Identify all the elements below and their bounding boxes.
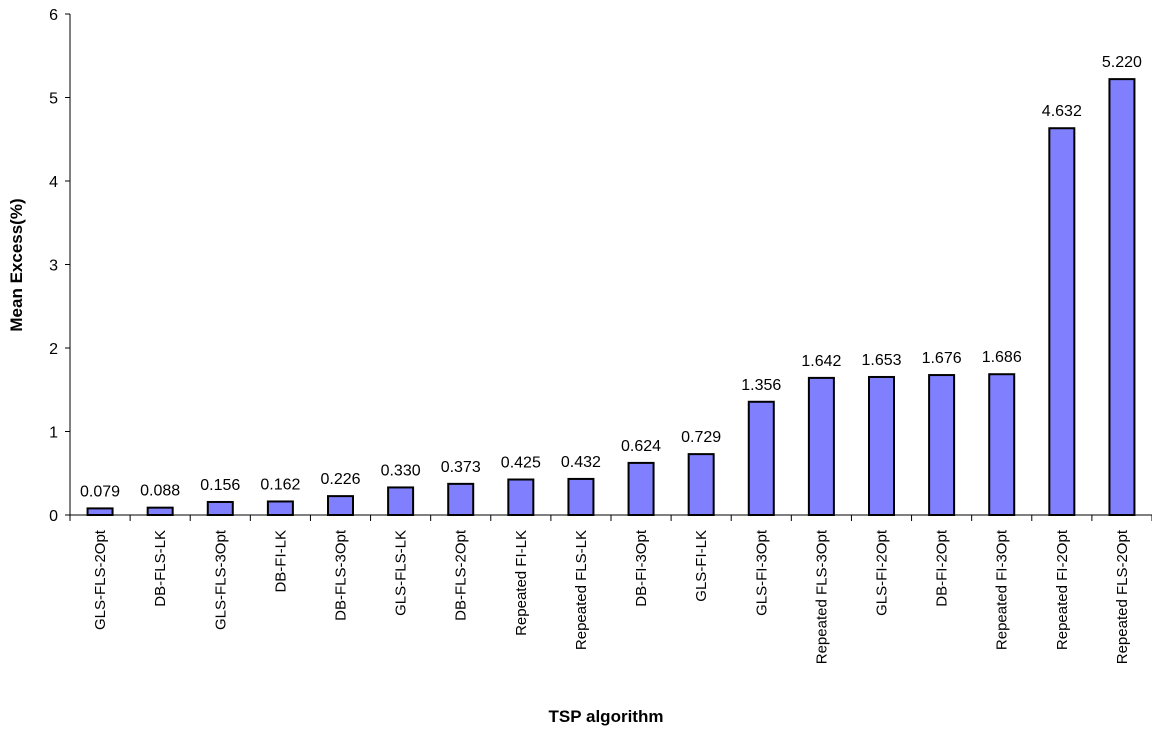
y-tick-label: 3 — [49, 258, 58, 275]
bar — [1048, 127, 1076, 516]
bar — [507, 478, 535, 517]
category-label: DB-FLS-2Opt — [453, 529, 470, 621]
bar — [327, 495, 354, 516]
bar — [687, 453, 715, 517]
data-label: 1.676 — [922, 350, 962, 367]
data-label: 0.079 — [80, 483, 120, 500]
data-label: 0.156 — [200, 477, 240, 494]
data-label: 0.088 — [140, 483, 180, 500]
data-label: 1.686 — [982, 349, 1022, 366]
y-tick-label: 6 — [49, 7, 58, 24]
data-label: 0.373 — [441, 459, 481, 476]
bar — [387, 486, 415, 517]
category-label: DB-FLS-3Opt — [333, 529, 350, 621]
y-tick-label: 4 — [49, 174, 58, 191]
x-axis-title: TSP algorithm — [549, 707, 664, 726]
data-label: 1.642 — [801, 353, 841, 370]
data-label: 0.226 — [320, 471, 360, 488]
category-label: GLS-FI-2Opt — [874, 529, 891, 616]
bar — [1108, 78, 1136, 516]
category-label: Repeated FLS-LK — [573, 530, 590, 650]
category-label: DB-FLS-LK — [152, 530, 169, 607]
bar — [146, 506, 174, 517]
data-label: 0.425 — [501, 455, 541, 472]
y-axis-title: Mean Excess(%) — [7, 198, 26, 331]
data-label: 4.632 — [1042, 103, 1082, 120]
bar — [447, 482, 475, 516]
data-label: 1.356 — [741, 377, 781, 394]
bar — [928, 374, 956, 516]
category-label: GLS-FI-3Opt — [753, 529, 770, 616]
bar — [86, 507, 114, 517]
y-tick-label: 5 — [49, 91, 58, 108]
category-label: Repeated FI-LK — [513, 530, 530, 636]
y-tick-label: 0 — [49, 508, 58, 525]
category-label: GLS-FLS-3Opt — [212, 529, 229, 630]
category-label: DB-FI-2Opt — [934, 529, 951, 607]
bar — [868, 375, 895, 516]
category-label: Repeated FI-3Opt — [994, 529, 1011, 650]
category-label: DB-FI-3Opt — [633, 529, 650, 607]
category-label: GLS-FI-LK — [693, 530, 710, 602]
data-label: 5.220 — [1102, 54, 1142, 71]
category-label: GLS-FLS-LK — [393, 530, 410, 616]
y-tick-label: 1 — [49, 425, 58, 442]
bar — [266, 500, 294, 516]
bar — [206, 500, 234, 516]
data-labels: 0.079 0.088 0.156 0.162 0.226 0.330 0.373 0.425… — [80, 54, 1142, 500]
bar — [747, 400, 775, 516]
bar — [567, 477, 595, 517]
bar — [627, 461, 655, 516]
data-label: 0.624 — [621, 438, 661, 455]
category-label: Repeated FI-2Opt — [1054, 529, 1071, 650]
data-label: 0.432 — [561, 454, 601, 471]
data-label: 0.330 — [381, 462, 421, 479]
category-labels: GLS-FLS-2Opt DB-FLS-LK GLS-FLS-3Opt DB-FI-L… — [92, 529, 1131, 664]
category-label: DB-FI-LK — [272, 530, 289, 593]
category-label: Repeated FLS-2Opt — [1114, 529, 1131, 664]
x-axis — [69, 514, 1152, 521]
y-axis: 0 1 2 3 4 5 6 — [49, 7, 71, 525]
bar — [988, 373, 1016, 516]
category-label: Repeated FLS-3Opt — [813, 529, 830, 664]
data-label: 0.162 — [260, 476, 300, 493]
bar — [807, 376, 835, 516]
category-label: GLS-FLS-2Opt — [92, 529, 109, 630]
data-label: 1.653 — [861, 352, 901, 369]
data-label: 0.729 — [681, 429, 721, 446]
bars — [86, 78, 1136, 517]
y-tick-label: 2 — [49, 341, 58, 358]
